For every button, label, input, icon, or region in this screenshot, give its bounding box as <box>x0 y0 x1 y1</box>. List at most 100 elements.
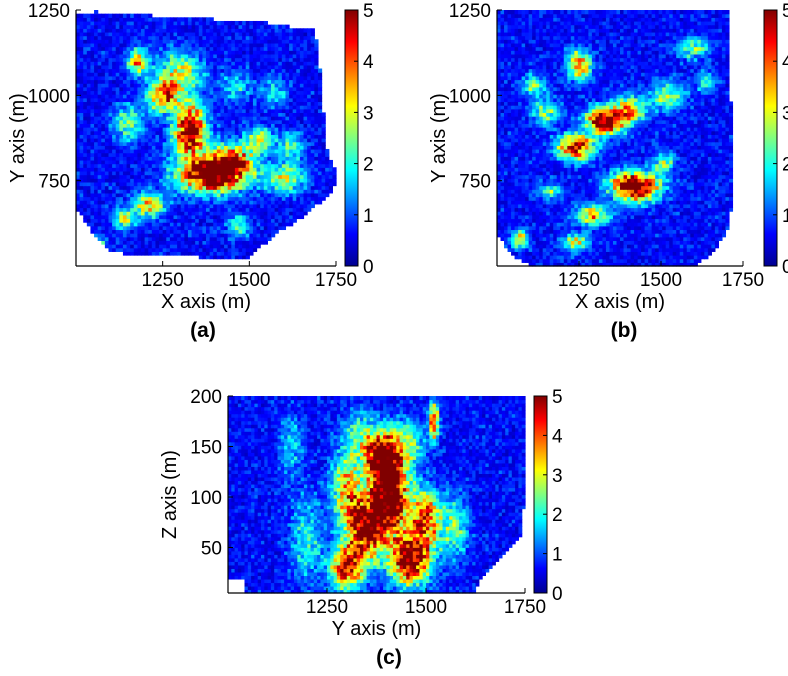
heatmap-cell <box>169 28 175 33</box>
heatmap-cell <box>180 251 185 256</box>
heatmap-cell <box>234 236 240 241</box>
heatmap-cell <box>588 258 593 263</box>
heatmap-cell <box>242 189 247 194</box>
heatmap-cell <box>220 138 225 143</box>
heatmap-cell <box>151 200 157 205</box>
heatmap-cell <box>598 251 604 256</box>
heatmap-cell <box>227 20 232 26</box>
heatmap-cell <box>216 64 222 70</box>
heatmap-cell <box>278 105 283 110</box>
heatmap-cell <box>187 17 193 22</box>
heatmap-cell <box>144 196 149 201</box>
heatmap-cell <box>83 35 88 40</box>
heatmap-cell <box>159 116 164 121</box>
heatmap-cell <box>195 244 200 249</box>
heatmap-cell <box>289 35 294 40</box>
heatmap-cell <box>245 148 250 154</box>
heatmap-cell <box>289 214 294 220</box>
heatmap-cell <box>317 189 323 194</box>
heatmap-cell <box>137 116 142 121</box>
heatmap-cell <box>267 229 272 234</box>
heatmap-cell <box>662 225 667 231</box>
heatmap-cell <box>260 174 265 179</box>
heatmap-cell <box>252 225 258 231</box>
heatmap-cell <box>108 233 113 238</box>
heatmap-cell <box>104 218 110 223</box>
heatmap-cell <box>278 64 283 70</box>
heatmap-cell <box>278 145 283 150</box>
heatmap-cell <box>310 68 315 73</box>
heatmap-cell <box>296 203 301 209</box>
heatmap-cell <box>187 108 193 113</box>
heatmap-cell <box>220 20 225 26</box>
heatmap-cell <box>285 148 290 154</box>
heatmap-cell <box>108 90 113 95</box>
heatmap-cell <box>115 170 120 176</box>
heatmap-cell <box>238 156 243 161</box>
heatmap-cell <box>514 222 519 227</box>
heatmap-cell <box>216 148 222 154</box>
heatmap-cell <box>151 24 157 29</box>
heatmap-cell <box>184 181 189 187</box>
heatmap-cell <box>90 145 95 150</box>
heatmap-cell <box>224 196 229 201</box>
heatmap-cell <box>303 79 308 84</box>
heatmap-cell <box>274 94 279 99</box>
heatmap-cell <box>162 28 167 33</box>
heatmap-cell <box>155 75 160 81</box>
heatmap-cell <box>238 108 243 113</box>
heatmap-cell <box>191 222 196 227</box>
heatmap-cell <box>90 127 95 132</box>
heatmap-cell <box>173 75 178 81</box>
heatmap-cell <box>672 262 677 267</box>
heatmap-cell <box>285 72 290 77</box>
heatmap-cell <box>112 90 117 95</box>
heatmap-cell <box>206 178 211 183</box>
heatmap-cell <box>231 64 236 70</box>
heatmap-cell <box>224 83 229 88</box>
heatmap-cell <box>641 225 646 231</box>
heatmap-cell <box>126 181 131 187</box>
heatmap-cell <box>686 244 691 249</box>
heatmap-cell <box>213 24 218 29</box>
heatmap-cell <box>281 86 287 92</box>
heatmap-cell <box>213 119 218 124</box>
heatmap-cell <box>169 203 175 209</box>
heatmap-cell <box>314 138 319 143</box>
heatmap-cell <box>704 236 709 241</box>
heatmap-cell <box>101 203 106 209</box>
heatmap-cell <box>216 39 222 44</box>
heatmap-cell <box>303 127 308 132</box>
heatmap-cell <box>94 42 99 48</box>
heatmap-cell <box>122 189 128 194</box>
heatmap-cell <box>310 196 315 201</box>
heatmap-cell <box>252 167 258 172</box>
heatmap-cell <box>292 31 297 37</box>
heatmap-cell <box>271 90 276 95</box>
heatmap-cell <box>206 229 211 234</box>
heatmap-cell <box>278 138 283 143</box>
heatmap-cell <box>325 152 330 157</box>
heatmap-cell <box>310 64 315 70</box>
heatmap-cell <box>122 170 128 176</box>
heatmap-cell <box>245 225 250 231</box>
heatmap-cell <box>159 207 164 212</box>
heatmap-cell <box>321 178 326 183</box>
heatmap-cell <box>504 236 509 241</box>
heatmap-cell <box>256 50 261 55</box>
heatmap-cell <box>231 86 236 92</box>
heatmap-cell <box>206 17 211 22</box>
heatmap-cell <box>567 225 572 231</box>
heatmap-cell <box>173 211 178 216</box>
heatmap-cell <box>198 225 203 231</box>
heatmap-cell <box>108 42 113 48</box>
heatmap-cell <box>321 116 326 121</box>
heatmap-cell <box>119 236 124 241</box>
heatmap-cell <box>144 101 149 106</box>
heatmap-cell <box>263 119 268 124</box>
heatmap-cell <box>310 94 315 99</box>
heatmap-cell <box>130 35 135 40</box>
heatmap-cell <box>317 108 323 113</box>
heatmap-cell <box>195 68 200 73</box>
heatmap-cell <box>191 108 196 113</box>
